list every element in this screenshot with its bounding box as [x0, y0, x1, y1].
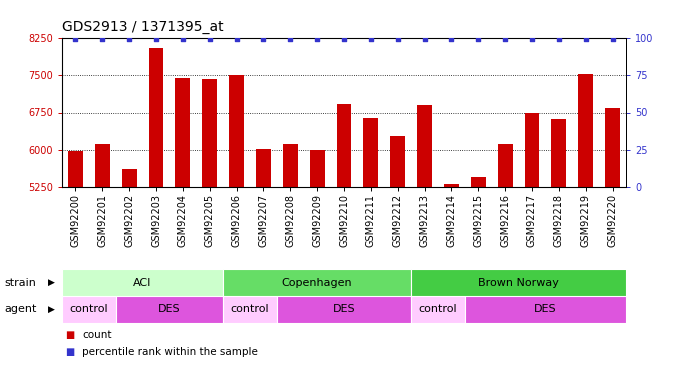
Text: ▶: ▶	[48, 305, 56, 314]
Bar	[471, 177, 485, 187]
Bar	[202, 79, 217, 187]
Text: ■: ■	[65, 347, 75, 357]
Point	[123, 36, 134, 42]
Point	[312, 36, 323, 42]
Bar	[148, 48, 163, 187]
Point	[178, 36, 188, 42]
Bar	[62, 269, 223, 296]
Bar	[578, 74, 593, 187]
Bar	[116, 296, 223, 323]
Bar	[605, 108, 620, 187]
Text: ■: ■	[65, 330, 75, 340]
Text: count: count	[82, 330, 112, 340]
Text: DES: DES	[534, 304, 557, 315]
Point	[419, 36, 430, 42]
Bar	[411, 296, 465, 323]
Bar	[411, 269, 626, 296]
Point	[580, 36, 591, 42]
Bar	[223, 269, 411, 296]
Point	[446, 36, 457, 42]
Point	[607, 36, 618, 42]
Text: ▶: ▶	[48, 278, 56, 287]
Bar	[465, 296, 626, 323]
Text: ACI: ACI	[134, 278, 152, 288]
Text: Brown Norway: Brown Norway	[478, 278, 559, 288]
Point	[553, 36, 564, 42]
Point	[473, 36, 483, 42]
Point	[151, 36, 161, 42]
Bar	[498, 144, 513, 187]
Point	[204, 36, 215, 42]
Text: control: control	[70, 304, 108, 315]
Bar	[176, 78, 191, 187]
Point	[527, 36, 538, 42]
Bar	[122, 169, 136, 187]
Point	[70, 36, 81, 42]
Bar	[229, 75, 244, 187]
Bar	[62, 296, 116, 323]
Point	[338, 36, 349, 42]
Bar	[283, 144, 298, 187]
Point	[97, 36, 108, 42]
Point	[231, 36, 242, 42]
Point	[285, 36, 296, 42]
Text: agent: agent	[4, 304, 37, 315]
Bar	[277, 296, 411, 323]
Bar	[310, 150, 325, 187]
Bar	[336, 104, 351, 187]
Text: control: control	[419, 304, 458, 315]
Text: control: control	[231, 304, 269, 315]
Bar	[363, 118, 378, 187]
Point	[365, 36, 376, 42]
Bar	[417, 105, 432, 187]
Point	[258, 36, 269, 42]
Text: DES: DES	[158, 304, 181, 315]
Text: GDS2913 / 1371395_at: GDS2913 / 1371395_at	[62, 20, 224, 34]
Bar	[551, 119, 566, 187]
Text: strain: strain	[4, 278, 36, 288]
Bar	[256, 149, 271, 187]
Text: Copenhagen: Copenhagen	[282, 278, 353, 288]
Text: DES: DES	[333, 304, 355, 315]
Point	[393, 36, 403, 42]
Point	[500, 36, 511, 42]
Bar	[444, 184, 459, 187]
Bar	[525, 114, 540, 187]
Bar	[223, 296, 277, 323]
Bar	[68, 151, 83, 187]
Bar	[391, 136, 405, 187]
Bar	[95, 144, 110, 187]
Text: percentile rank within the sample: percentile rank within the sample	[82, 347, 258, 357]
